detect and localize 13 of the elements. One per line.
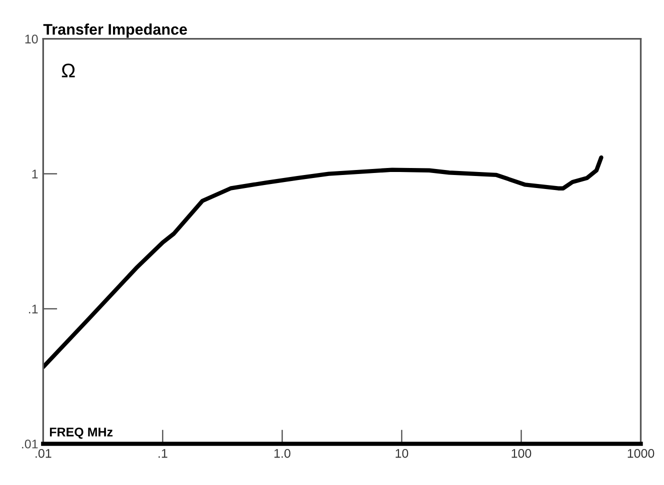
y-tick-label: 1	[32, 170, 38, 178]
y-tick-label: 10	[25, 34, 38, 44]
x-tick-label: .01	[36, 448, 52, 458]
x-tick-label: 1000	[628, 448, 654, 458]
x-tick-label: .1	[158, 449, 168, 458]
x-tick-label: 100	[512, 448, 532, 458]
x-tick-label: 10	[396, 448, 408, 458]
x-tick-label: 1.0	[274, 448, 290, 458]
chart-title: Transfer Impedance	[43, 24, 187, 38]
y-tick-label: .1	[29, 304, 38, 314]
y-tick-label: .01	[22, 440, 38, 448]
y-axis-title: Ω	[62, 64, 75, 78]
x-axis-title: FREQ MHz	[50, 428, 113, 439]
